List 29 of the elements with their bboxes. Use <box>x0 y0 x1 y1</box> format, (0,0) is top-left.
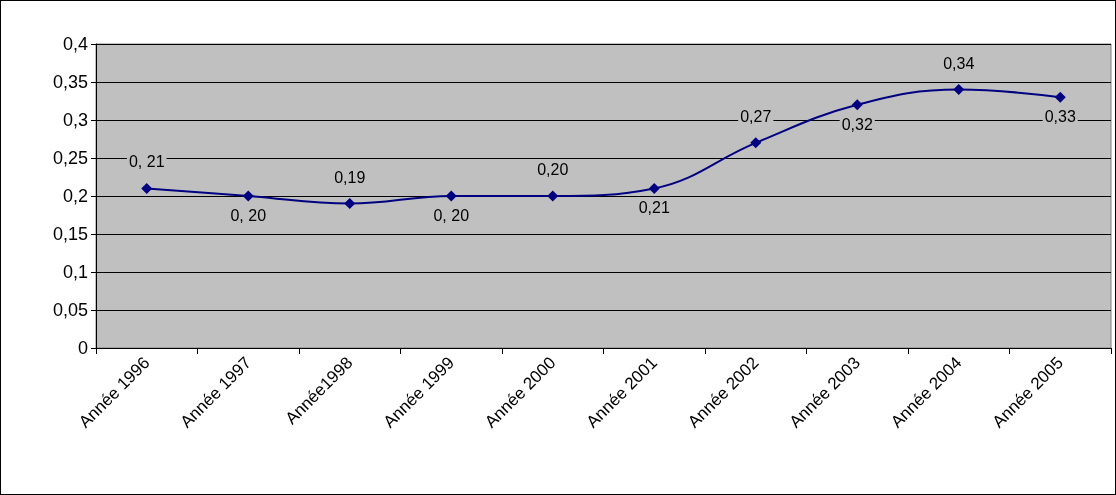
y-tick-label: 0,2 <box>62 186 88 206</box>
y-tick-label: 0,1 <box>62 262 88 282</box>
data-label: 0,33 <box>1044 108 1076 126</box>
point <box>547 190 559 202</box>
data-label: 0,20 <box>537 161 569 178</box>
data-label: 0, 20 <box>433 207 470 224</box>
y-tick-label: 0 <box>77 338 88 358</box>
data-label: 0,27 <box>740 107 772 125</box>
y-tick-label: 0,4 <box>62 34 88 54</box>
data-label: 0,34 <box>943 54 975 72</box>
data-label: 0,19 <box>334 168 366 186</box>
point <box>953 84 965 96</box>
y-tick-label: 0,15 <box>52 224 88 244</box>
point <box>1054 91 1066 103</box>
point <box>750 137 762 149</box>
y-tick-label: 0,25 <box>52 148 88 168</box>
data-label: 0, 20 <box>230 207 267 224</box>
point <box>445 190 457 202</box>
data-label: 0,21 <box>638 199 670 217</box>
point <box>141 182 153 194</box>
point <box>851 99 863 111</box>
y-tick-label: 0,3 <box>62 110 88 130</box>
point <box>344 198 356 210</box>
y-tick-label: 0,35 <box>52 72 88 92</box>
point <box>648 182 660 194</box>
point <box>242 190 254 202</box>
data-label: 0,32 <box>841 115 873 133</box>
y-tick-label: 0,05 <box>52 300 88 320</box>
data-label: 0, 21 <box>128 153 165 171</box>
